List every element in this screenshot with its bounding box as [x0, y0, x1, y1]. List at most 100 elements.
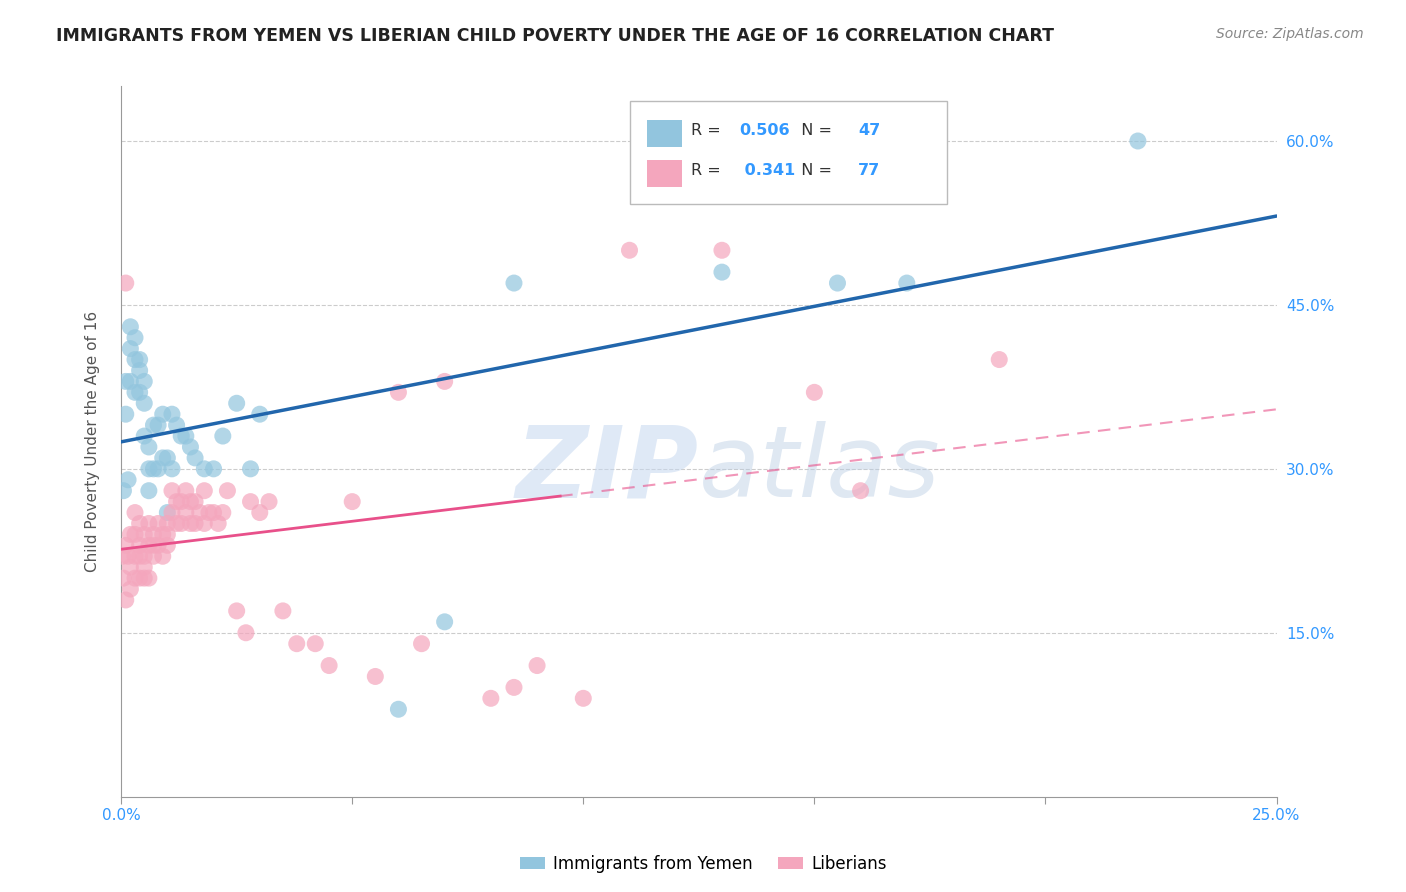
Point [156, 516, 179, 531]
Point [198, 506, 221, 520]
Point [134, 527, 156, 541]
Point [120, 582, 142, 596]
Point [138, 483, 160, 498]
Point [160, 407, 183, 421]
Point [170, 429, 193, 443]
Point [152, 527, 174, 541]
Point [193, 462, 215, 476]
Point [128, 571, 150, 585]
Point [152, 549, 174, 564]
Point [211, 429, 233, 443]
Point [128, 549, 150, 564]
Point [138, 571, 160, 585]
Point [849, 483, 872, 498]
Point [124, 331, 146, 345]
Point [827, 276, 849, 290]
Point [138, 440, 160, 454]
Point [117, 473, 139, 487]
Point [156, 538, 179, 552]
Point [225, 604, 247, 618]
Text: 77: 77 [858, 162, 880, 178]
Point [433, 615, 456, 629]
Point [124, 385, 146, 400]
Point [184, 516, 207, 531]
Point [146, 462, 169, 476]
Text: atlas: atlas [699, 421, 941, 518]
FancyBboxPatch shape [647, 120, 682, 147]
Point [111, 549, 134, 564]
Point [217, 483, 239, 498]
Point [207, 516, 229, 531]
Point [433, 375, 456, 389]
Point [160, 462, 183, 476]
Point [249, 506, 271, 520]
Point [142, 549, 165, 564]
Text: 47: 47 [858, 123, 880, 138]
Text: IMMIGRANTS FROM YEMEN VS LIBERIAN CHILD POVERTY UNDER THE AGE OF 16 CORRELATION : IMMIGRANTS FROM YEMEN VS LIBERIAN CHILD … [56, 27, 1054, 45]
Point [166, 418, 188, 433]
Point [156, 450, 179, 465]
Point [124, 506, 146, 520]
Point [503, 681, 526, 695]
Point [710, 265, 733, 279]
Point [1126, 134, 1149, 148]
Point [235, 625, 257, 640]
Point [156, 506, 179, 520]
Point [128, 385, 150, 400]
Text: 0.341: 0.341 [740, 162, 796, 178]
Point [318, 658, 340, 673]
Point [619, 244, 641, 258]
Point [184, 450, 207, 465]
Point [160, 506, 183, 520]
Text: ZIP: ZIP [516, 421, 699, 518]
Point [479, 691, 502, 706]
Point [142, 538, 165, 552]
Point [896, 276, 918, 290]
Point [112, 483, 135, 498]
Point [179, 440, 201, 454]
Y-axis label: Child Poverty Under the Age of 16: Child Poverty Under the Age of 16 [86, 311, 100, 572]
Point [128, 363, 150, 377]
Point [146, 538, 169, 552]
Point [146, 516, 169, 531]
Point [134, 429, 156, 443]
Point [146, 418, 169, 433]
Point [120, 560, 142, 574]
Point [304, 637, 326, 651]
Point [387, 702, 409, 716]
Point [134, 396, 156, 410]
Point [239, 494, 262, 508]
Point [112, 571, 135, 585]
Point [124, 549, 146, 564]
Text: 0.506: 0.506 [740, 123, 790, 138]
Point [142, 527, 165, 541]
Point [174, 506, 197, 520]
Text: N =: N = [792, 123, 838, 138]
Point [134, 549, 156, 564]
Point [179, 494, 201, 508]
Point [988, 352, 1011, 367]
Point [193, 483, 215, 498]
Point [257, 494, 280, 508]
Point [117, 549, 139, 564]
Point [124, 352, 146, 367]
Point [128, 352, 150, 367]
Point [120, 375, 142, 389]
Point [411, 637, 433, 651]
Point [193, 516, 215, 531]
Point [285, 637, 308, 651]
Point [803, 385, 825, 400]
Point [114, 407, 136, 421]
Text: R =: R = [690, 162, 725, 178]
Point [239, 462, 262, 476]
Point [124, 571, 146, 585]
Text: N =: N = [792, 162, 838, 178]
Point [170, 516, 193, 531]
Point [202, 462, 225, 476]
Point [202, 506, 225, 520]
Point [166, 494, 188, 508]
Point [152, 450, 174, 465]
Point [188, 506, 211, 520]
Point [211, 506, 233, 520]
Legend: Immigrants from Yemen, Liberians: Immigrants from Yemen, Liberians [513, 848, 893, 880]
